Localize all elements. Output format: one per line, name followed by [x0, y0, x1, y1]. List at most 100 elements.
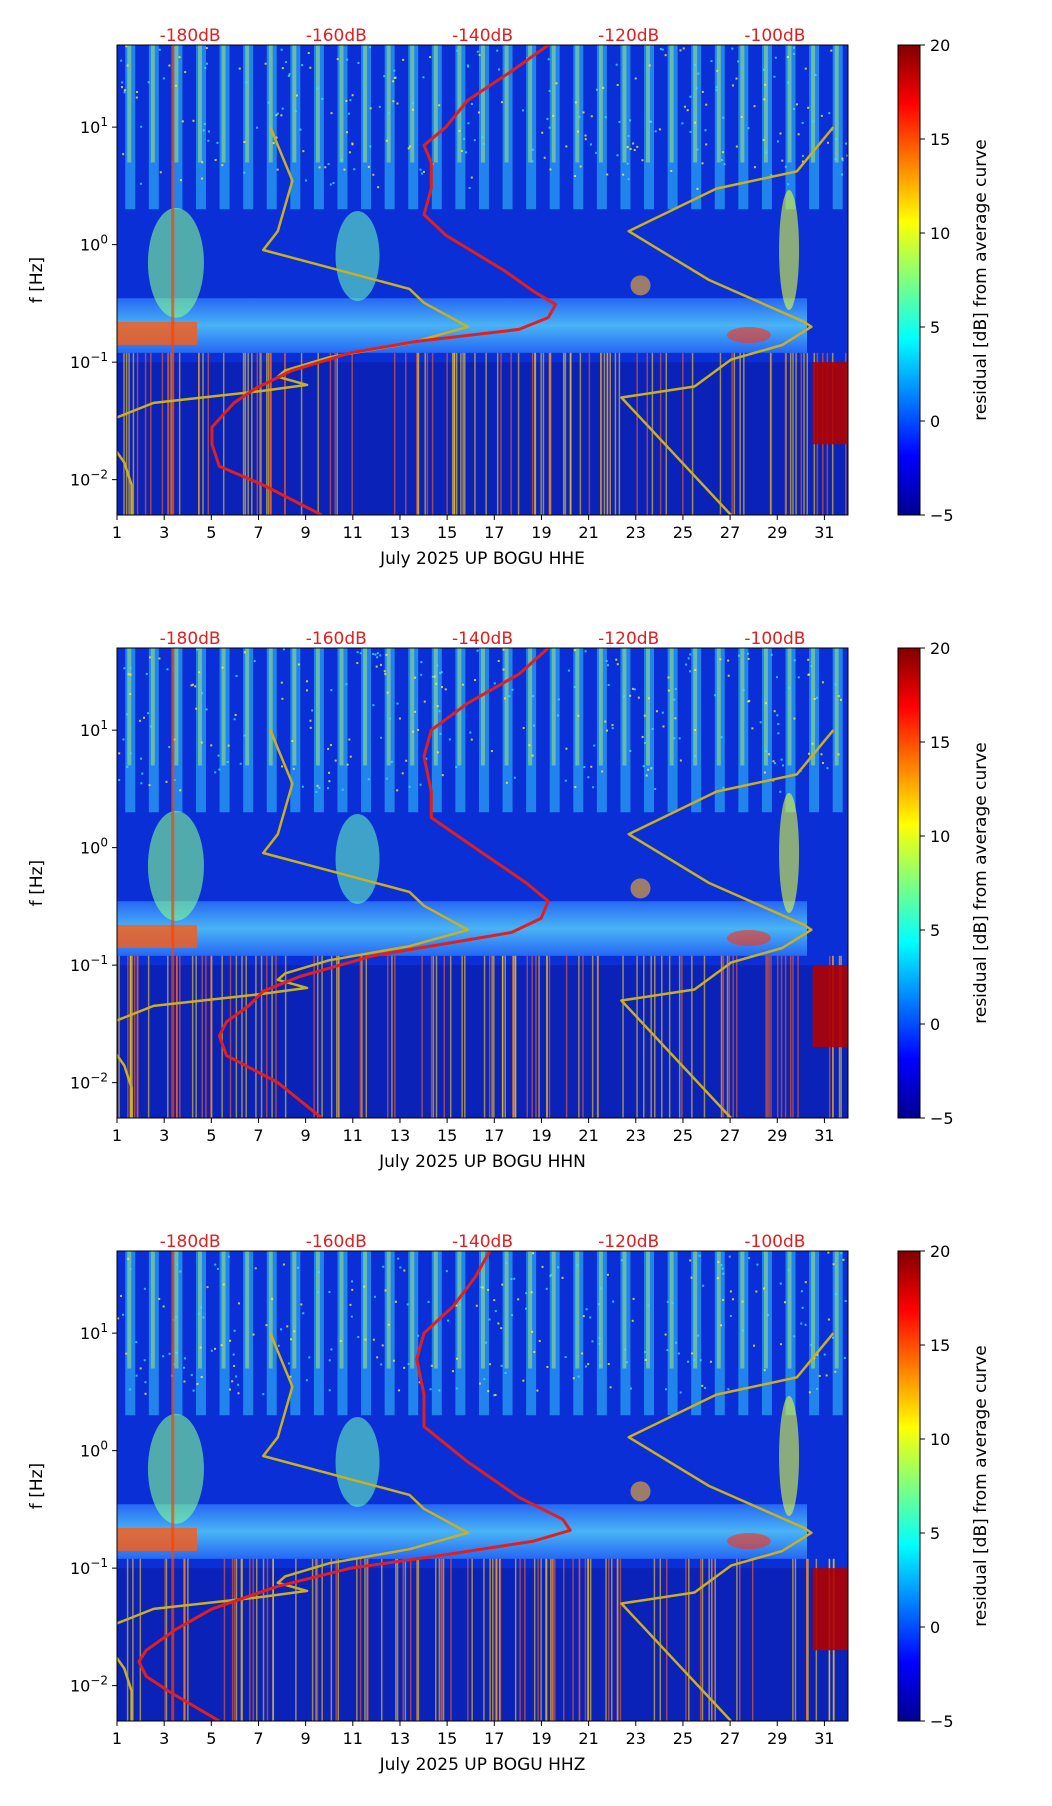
average-psd-curve [217, 648, 550, 1118]
speckle [456, 49, 459, 52]
speckle [631, 1319, 634, 1322]
speckle [439, 672, 442, 675]
speckle [623, 695, 626, 698]
daily-streak [573, 1251, 584, 1416]
low-freq-line [446, 352, 448, 515]
low-freq-line [430, 955, 433, 1118]
low-freq-line [714, 1558, 716, 1721]
daily-streak-core [339, 45, 344, 163]
speckle [753, 105, 756, 108]
speckle [804, 1323, 807, 1326]
speckle [531, 148, 534, 151]
daily-streak [526, 648, 537, 813]
low-freq-line [474, 352, 476, 515]
speckle [451, 1370, 454, 1373]
low-freq-line [665, 352, 668, 515]
speckle [763, 771, 766, 774]
daily-streak [596, 45, 607, 210]
low-freq-line [435, 955, 438, 1118]
low-freq-line [608, 1558, 610, 1721]
speckle [393, 69, 396, 72]
speckle [536, 1389, 539, 1392]
speckle [834, 1370, 837, 1373]
low-freq-line [249, 1558, 251, 1721]
low-freq-line [514, 955, 517, 1118]
microseism-band [117, 298, 807, 353]
daily-streak-core [787, 45, 792, 163]
x-tick-label: 29 [767, 523, 787, 542]
daily-streak-core [504, 648, 509, 766]
speckle [609, 1386, 612, 1389]
speckle [138, 719, 141, 722]
x-tick-label: 25 [673, 1126, 693, 1145]
speckle [478, 53, 481, 56]
speckle [578, 115, 581, 118]
speckle [126, 64, 129, 67]
speckle [343, 168, 346, 171]
low-freq-line [711, 1558, 713, 1721]
speckle [455, 1304, 458, 1307]
speckle [194, 685, 197, 688]
speckle [267, 101, 270, 104]
energy-blob [335, 814, 380, 905]
low-freq-line [646, 352, 649, 515]
db-scale-label: -160dB [306, 1232, 367, 1252]
speckle [747, 657, 750, 660]
low-freq-line [435, 1558, 437, 1721]
speckle [625, 1361, 628, 1364]
low-freq-line [395, 1558, 397, 1721]
speckle [755, 1290, 758, 1293]
low-freq-line [540, 352, 542, 515]
low-freq-line [205, 955, 207, 1118]
daily-streak [620, 648, 631, 813]
speckle [793, 717, 796, 720]
microseism-band [117, 1504, 807, 1559]
speckle [309, 66, 312, 69]
speckle [629, 1387, 632, 1390]
daily-streak-core [197, 648, 202, 766]
daily-streak [290, 45, 301, 210]
low-freq-line [743, 352, 745, 515]
speckle [256, 126, 259, 129]
speckle [302, 1312, 305, 1315]
daily-streak-core [150, 45, 155, 163]
hot-spot [117, 924, 197, 948]
low-freq-line [587, 1558, 590, 1721]
spectrogram-image [117, 45, 848, 515]
daily-streak [195, 1251, 206, 1416]
low-freq-line [579, 352, 582, 515]
speckle [687, 657, 690, 660]
low-freq-line [489, 1558, 491, 1721]
daily-streak [361, 45, 372, 210]
low-freq-line [244, 352, 247, 515]
speckle [214, 1263, 217, 1266]
daily-streak [148, 1251, 159, 1416]
low-freq-line [491, 955, 493, 1118]
low-freq-line [123, 352, 125, 515]
low-freq-line [488, 955, 491, 1118]
speckle [129, 1268, 132, 1271]
low-freq-line [460, 352, 462, 515]
speckle [793, 46, 796, 49]
speckle [315, 790, 318, 793]
speckle [747, 127, 750, 130]
x-tick-label: 15 [437, 1126, 457, 1145]
speckle [126, 765, 129, 768]
speckle [686, 109, 689, 112]
colorbar-tick-label: 0 [930, 1015, 940, 1034]
low-freq-line [351, 352, 353, 515]
speckle [233, 1329, 236, 1332]
low-freq-line [554, 1558, 556, 1721]
low-freq-line [533, 1558, 536, 1721]
speckle [196, 648, 199, 651]
speckle [538, 1339, 541, 1342]
speckle [150, 725, 153, 728]
speckle [294, 110, 297, 113]
speckle [461, 683, 464, 686]
colorbar-tick-label: −5 [930, 1109, 954, 1128]
low-freq-line [720, 955, 723, 1118]
speckle [565, 747, 568, 750]
colorbar-tick-label: 20 [930, 1242, 950, 1261]
daily-streak [455, 648, 466, 813]
